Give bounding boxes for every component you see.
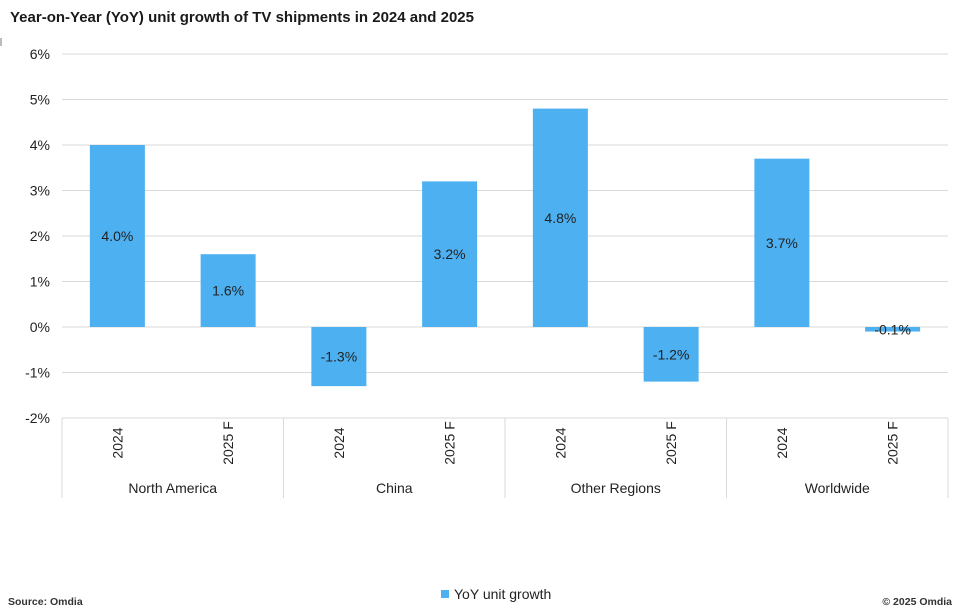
source-note: Source: Omdia [8, 596, 83, 608]
x-tick-label: 2024 [109, 427, 125, 458]
group-label: North America [128, 480, 217, 496]
data-label: -1.2% [653, 346, 690, 362]
chart-title: Year-on-Year (YoY) unit growth of TV shi… [10, 9, 474, 26]
data-label: 4.0% [101, 228, 133, 244]
x-tick-label: 2024 [331, 427, 347, 458]
y-tick-label: -1% [25, 365, 50, 381]
x-tick-label: 2025 F [885, 421, 901, 465]
legend: YoY unit growth [441, 586, 551, 602]
group-label: China [376, 480, 413, 496]
copyright-note: © 2025 Omdia [882, 596, 952, 608]
y-tick-label: 1% [30, 274, 50, 290]
data-label: 1.6% [212, 283, 244, 299]
bar-chart: 6% 5% 4% 3% 2% 1% 0% -1% -2% 4.0% 1.6% -1.3% 3.2% 4.8… [25, 46, 949, 498]
bar [200, 254, 256, 327]
data-label: -0.1% [874, 321, 911, 337]
x-tick-label: 2025 F [663, 421, 679, 465]
x-tick-label: 2025 F [442, 421, 458, 465]
bar [532, 108, 588, 327]
bar [643, 327, 699, 382]
bar [754, 158, 810, 327]
title-accent-line [0, 38, 2, 46]
legend-swatch [441, 590, 449, 598]
y-tick-label: 5% [30, 92, 50, 108]
legend-label: YoY unit growth [454, 586, 552, 602]
x-tick-label: 2025 F [220, 421, 236, 465]
x-tick-label: 2024 [774, 427, 790, 458]
x-tick-label: 2024 [552, 427, 568, 458]
data-label: 4.8% [544, 210, 576, 226]
y-tick-label: 0% [30, 319, 50, 335]
y-tick-label: 2% [30, 228, 50, 244]
data-label: 3.2% [434, 246, 466, 262]
group-label: Worldwide [805, 480, 870, 496]
y-tick-label: 3% [30, 183, 50, 199]
bar [422, 181, 478, 327]
group-label: Other Regions [571, 480, 661, 496]
y-tick-label: 6% [30, 46, 50, 62]
y-tick-label: -2% [25, 410, 50, 426]
data-label: -1.3% [321, 349, 358, 365]
data-label: 3.7% [766, 235, 798, 251]
bar [311, 327, 367, 387]
y-tick-label: 4% [30, 137, 50, 153]
bar [865, 327, 921, 332]
bar [89, 145, 145, 327]
